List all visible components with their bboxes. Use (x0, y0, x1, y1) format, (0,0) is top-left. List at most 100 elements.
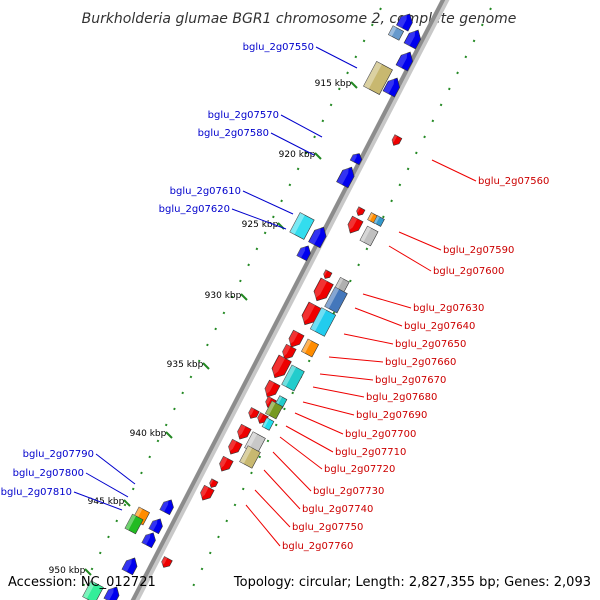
kbp-tick-label: 925 kbp (242, 220, 279, 230)
forward-gene-label[interactable]: bglu_2g07800 (13, 468, 84, 479)
reverse-gene-label[interactable]: bglu_2g07750 (292, 522, 363, 533)
reverse-gene-label[interactable]: bglu_2g07730 (313, 486, 384, 497)
forward-gene-box[interactable] (124, 513, 144, 535)
reverse-gene-arrow[interactable] (345, 215, 364, 236)
forward-gene-arrow[interactable] (148, 516, 165, 535)
reverse-label-leader (245, 504, 281, 547)
reverse-gene-box[interactable] (239, 445, 261, 469)
reverse-gene-box[interactable] (359, 225, 379, 247)
reverse-gene-arrow[interactable] (246, 407, 260, 420)
reverse-gene-arrow[interactable] (235, 423, 252, 442)
forward-gene-label[interactable]: bglu_2g07790 (23, 449, 94, 460)
accession-text: Accession: NC_012721 (8, 575, 156, 590)
reverse-gene-arrow[interactable] (217, 455, 234, 474)
reverse-gene-label[interactable]: bglu_2g07690 (356, 410, 427, 421)
kbp-tick-mark (84, 568, 92, 576)
forward-gene-label[interactable]: bglu_2g07610 (170, 186, 241, 197)
reverse-label-leader (343, 333, 394, 345)
gene-features (82, 11, 424, 600)
reverse-gene-box[interactable] (373, 215, 385, 227)
forward-gene-box[interactable] (289, 212, 315, 240)
forward-gene-arrow[interactable] (141, 530, 158, 549)
kbp-tick-label: 935 kbp (167, 360, 204, 370)
reverse-label-leader (354, 307, 403, 327)
kbp-tick-label: 950 kbp (49, 566, 86, 576)
reverse-label-leader (302, 401, 355, 416)
forward-gene-arrow[interactable] (396, 11, 416, 32)
reverse-gene-arrow[interactable] (207, 478, 219, 489)
reverse-label-leader (398, 231, 442, 251)
forward-gene-arrow[interactable] (296, 243, 313, 262)
forward-gene-arrow[interactable] (403, 27, 424, 50)
reverse-gene-label[interactable]: bglu_2g07600 (433, 266, 504, 277)
forward-gene-label[interactable]: bglu_2g07570 (208, 110, 279, 121)
reverse-label-leader (279, 436, 323, 470)
reverse-gene-arrow[interactable] (321, 269, 333, 280)
reverse-label-leader (328, 356, 384, 363)
forward-gene-label[interactable]: bglu_2g07580 (198, 128, 269, 139)
kbp-tick-mark (314, 152, 322, 160)
reverse-gene-arrow[interactable] (354, 206, 366, 217)
kbp-tick-mark (240, 293, 248, 301)
reverse-gene-box[interactable] (324, 286, 348, 314)
reverse-label-leader (362, 293, 412, 309)
forward-gene-box[interactable] (82, 580, 104, 600)
reverse-label-leader (294, 412, 344, 435)
reverse-label-leader (312, 386, 365, 398)
forward-gene-label[interactable]: bglu_2g07810 (1, 487, 72, 498)
genome-backbone (130, 0, 446, 600)
forward-label-leader (231, 208, 287, 230)
forward-gene-arrow[interactable] (349, 151, 364, 166)
reverse-gene-box[interactable] (309, 307, 337, 337)
reverse-gene-box[interactable] (281, 364, 305, 392)
summary-text: Topology: circular; Length: 2,827,355 bp… (233, 575, 591, 590)
reverse-gene-arrow[interactable] (311, 277, 334, 304)
kbp-tick-label: 920 kbp (279, 150, 316, 160)
reverse-gene-arrow[interactable] (280, 343, 297, 362)
reverse-gene-arrow[interactable] (262, 379, 281, 400)
forward-gene-arrow[interactable] (308, 224, 330, 249)
forward-gene-arrow[interactable] (395, 49, 416, 72)
reverse-gene-label[interactable]: bglu_2g07640 (404, 321, 475, 332)
reverse-gene-label[interactable]: bglu_2g07720 (324, 464, 395, 475)
reverse-gene-label[interactable]: bglu_2g07710 (335, 447, 406, 458)
forward-gene-label[interactable]: bglu_2g07550 (243, 42, 314, 53)
reverse-gene-label[interactable]: bglu_2g07650 (395, 339, 466, 350)
kbp-tick-mark (123, 499, 131, 507)
forward-gene-arrow[interactable] (382, 75, 403, 98)
reverse-gene-arrow[interactable] (299, 301, 322, 328)
forward-gene-arrow[interactable] (159, 497, 176, 516)
forward-gene-arrow[interactable] (121, 555, 140, 576)
reverse-gene-arrow[interactable] (389, 134, 403, 147)
forward-gene-box[interactable] (363, 61, 393, 95)
forward-gene-label[interactable]: bglu_2g07620 (159, 204, 230, 215)
forward-gene-arrow[interactable] (336, 164, 358, 189)
reverse-gene-label[interactable]: bglu_2g07680 (366, 392, 437, 403)
reverse-gene-label[interactable]: bglu_2g07670 (375, 375, 446, 386)
reverse-gene-box[interactable] (261, 417, 275, 431)
reverse-gene-label[interactable]: bglu_2g07700 (345, 429, 416, 440)
reverse-gene-box[interactable] (301, 338, 319, 358)
forward-gene-box[interactable] (387, 25, 405, 41)
kbp-tick-label: 915 kbp (315, 79, 352, 89)
forward-label-leader (315, 46, 358, 69)
reverse-gene-box[interactable] (265, 400, 283, 420)
reverse-gene-label[interactable]: bglu_2g07740 (302, 504, 373, 515)
reverse-gene-arrow[interactable] (286, 329, 305, 350)
reverse-gene-label[interactable]: bglu_2g07760 (282, 541, 353, 552)
kbp-ticks: 915 kbp 920 kbp 925 kbp 930 kbp 935 kbp 940 k… (49, 79, 358, 576)
reverse-gene-arrow[interactable] (198, 484, 215, 503)
reverse-gene-label[interactable]: bglu_2g07660 (385, 357, 456, 368)
reverse-gene-label[interactable]: bglu_2g07630 (413, 303, 484, 314)
reverse-label-leader (431, 159, 477, 182)
reverse-gene-arrow[interactable] (159, 556, 173, 569)
reverse-gene-label[interactable]: bglu_2g07590 (443, 245, 514, 256)
forward-label-leader (280, 114, 323, 138)
reverse-gene-label[interactable]: bglu_2g07560 (478, 176, 549, 187)
reverse-label-leader (263, 469, 301, 510)
reverse-gene-arrow[interactable] (269, 354, 292, 381)
reverse-gene-arrow[interactable] (226, 438, 243, 457)
forward-label-leader (73, 491, 123, 511)
map-title: Burkholderia glumae BGR1 chromosome 2, c… (82, 11, 517, 27)
